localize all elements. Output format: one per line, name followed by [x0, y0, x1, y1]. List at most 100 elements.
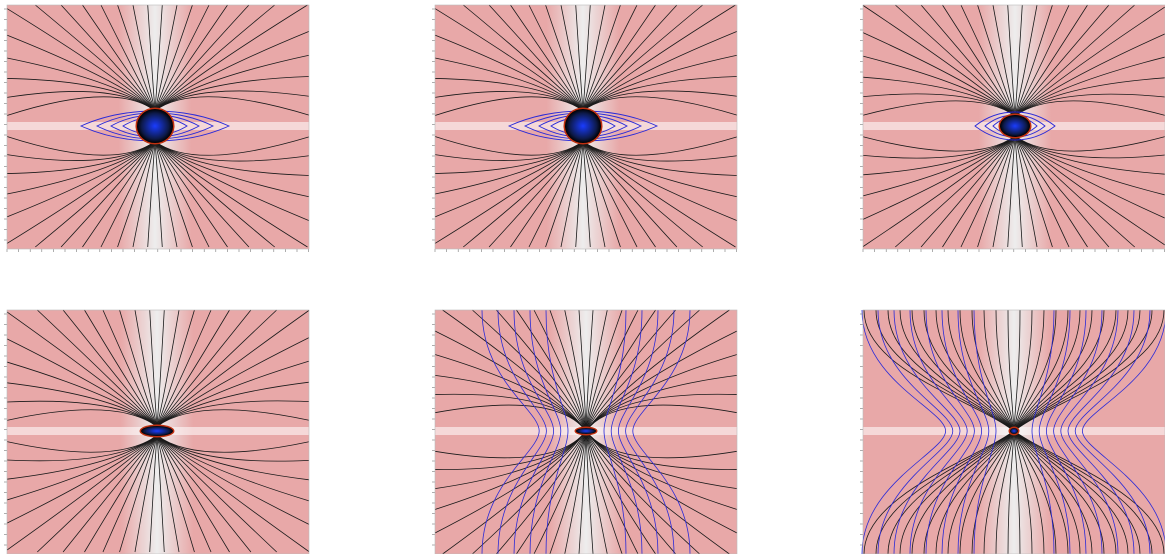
field-line — [488, 4, 584, 248]
contour-loop — [507, 110, 659, 142]
field-line — [582, 4, 736, 248]
field-line — [6, 311, 158, 551]
field-line — [102, 309, 158, 553]
panel-frame — [862, 309, 1165, 554]
field-line — [960, 4, 1016, 248]
field-line — [585, 309, 623, 554]
field-panel-2 — [432, 4, 738, 252]
field-line — [156, 309, 180, 553]
field-line — [942, 4, 1016, 248]
contour-line — [1067, 309, 1135, 554]
contour-line — [877, 309, 954, 554]
field-line — [132, 4, 156, 248]
field-line — [585, 309, 608, 554]
field-plot-5 — [432, 309, 738, 554]
field-line — [575, 4, 584, 248]
field-line — [582, 31, 738, 221]
field-line — [895, 4, 1016, 248]
field-line — [582, 4, 591, 248]
contour-loop — [974, 111, 1056, 141]
field-line — [6, 78, 156, 174]
field-panel-4 — [4, 309, 310, 554]
field-line — [154, 96, 310, 156]
field-line — [1014, 4, 1053, 248]
field-line — [154, 4, 308, 248]
field-line — [862, 32, 1016, 220]
contour-line — [610, 309, 643, 554]
field-line — [545, 4, 584, 248]
contour-line — [1045, 309, 1087, 554]
field-line — [992, 4, 1016, 248]
panel-frame — [434, 309, 738, 554]
field-line — [6, 8, 156, 244]
field-line — [862, 100, 1016, 152]
contour-line — [1081, 317, 1165, 547]
contour-line — [1053, 309, 1103, 554]
field-plot-4 — [4, 309, 310, 554]
field-line — [156, 409, 310, 453]
central-core — [137, 109, 173, 143]
contour-loop — [523, 112, 643, 140]
field-line — [156, 309, 252, 553]
contour-loop — [95, 112, 215, 140]
field-line — [582, 4, 703, 248]
field-line — [154, 4, 275, 248]
panel-frame — [434, 4, 738, 250]
panel-frame — [6, 4, 310, 250]
field-line — [434, 91, 584, 161]
field-line — [463, 4, 584, 248]
field-plot-2 — [432, 4, 738, 252]
field-line — [578, 309, 587, 554]
contour-line — [1038, 309, 1071, 554]
field-line — [154, 31, 310, 221]
field-line — [585, 404, 738, 459]
panel-frame — [862, 4, 1165, 250]
field-line — [1014, 4, 1088, 248]
central-core — [1000, 115, 1030, 137]
field-line — [1014, 100, 1165, 152]
field-line — [1014, 4, 1135, 248]
field-line — [510, 4, 584, 248]
field-line — [862, 5, 1016, 247]
field-line — [434, 8, 584, 244]
contour-line — [1074, 309, 1151, 554]
field-line — [549, 309, 587, 554]
field-line — [154, 4, 163, 248]
contour-line — [1060, 309, 1119, 554]
field-line — [154, 4, 250, 248]
contour-line — [957, 309, 990, 554]
central-core — [565, 109, 601, 143]
contour-line — [603, 309, 627, 554]
contour-line — [861, 309, 947, 554]
field-line — [156, 309, 212, 553]
field-line — [6, 34, 156, 218]
contour-line — [893, 309, 961, 554]
field-panel-5 — [432, 309, 738, 554]
field-line — [149, 309, 158, 553]
field-plot-3 — [860, 4, 1165, 252]
contour-loop — [79, 110, 231, 142]
field-line — [147, 4, 156, 248]
field-line — [862, 55, 1016, 197]
field-line — [100, 4, 156, 248]
field-line — [582, 4, 656, 248]
contour-line — [497, 309, 547, 554]
field-line — [442, 309, 587, 554]
field-line — [528, 4, 584, 248]
field-line — [156, 310, 310, 552]
field-line — [585, 309, 730, 554]
field-line — [582, 96, 738, 156]
field-line — [156, 309, 195, 553]
field-line — [533, 309, 587, 554]
panel-frame — [6, 309, 310, 554]
field-line — [560, 4, 584, 248]
field-line — [564, 309, 587, 554]
field-line — [434, 96, 584, 156]
field-line — [154, 4, 193, 248]
field-line — [585, 309, 639, 554]
contour-line — [1031, 309, 1055, 554]
contour-line — [941, 309, 983, 554]
field-line — [516, 309, 587, 554]
field-line — [60, 4, 156, 248]
central-core — [1010, 428, 1018, 434]
